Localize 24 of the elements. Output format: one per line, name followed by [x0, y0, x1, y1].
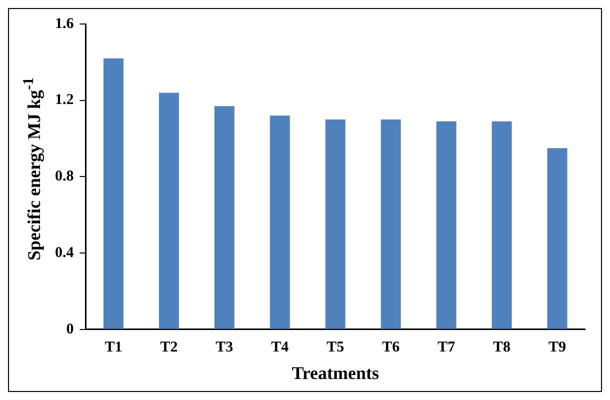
x-tick-label: T1 [104, 339, 122, 356]
x-tick-label: T7 [438, 339, 456, 356]
x-axis-title: Treatments [292, 362, 380, 383]
x-tick-label: T3 [216, 339, 234, 356]
y-tick-label: 1.6 [55, 16, 74, 32]
y-tick-label: 0.8 [55, 168, 74, 185]
y-tick-label: 0.4 [55, 244, 74, 261]
bar [104, 58, 124, 329]
x-tick-label: T8 [493, 339, 511, 356]
bar [547, 148, 568, 329]
bar [492, 121, 512, 329]
bar [214, 106, 234, 329]
x-tick-label: T4 [271, 339, 290, 356]
x-tick-label: T9 [548, 339, 566, 356]
y-tick-label: 0 [66, 321, 74, 338]
x-tick-label: T6 [382, 339, 400, 356]
x-tick-label: T5 [326, 339, 344, 356]
bar [436, 121, 456, 329]
bar [270, 116, 290, 329]
bar [380, 119, 401, 329]
bar [325, 119, 346, 329]
x-tick-label: T2 [160, 339, 178, 356]
bar [158, 92, 179, 329]
y-tick-label: 1.2 [55, 92, 74, 108]
